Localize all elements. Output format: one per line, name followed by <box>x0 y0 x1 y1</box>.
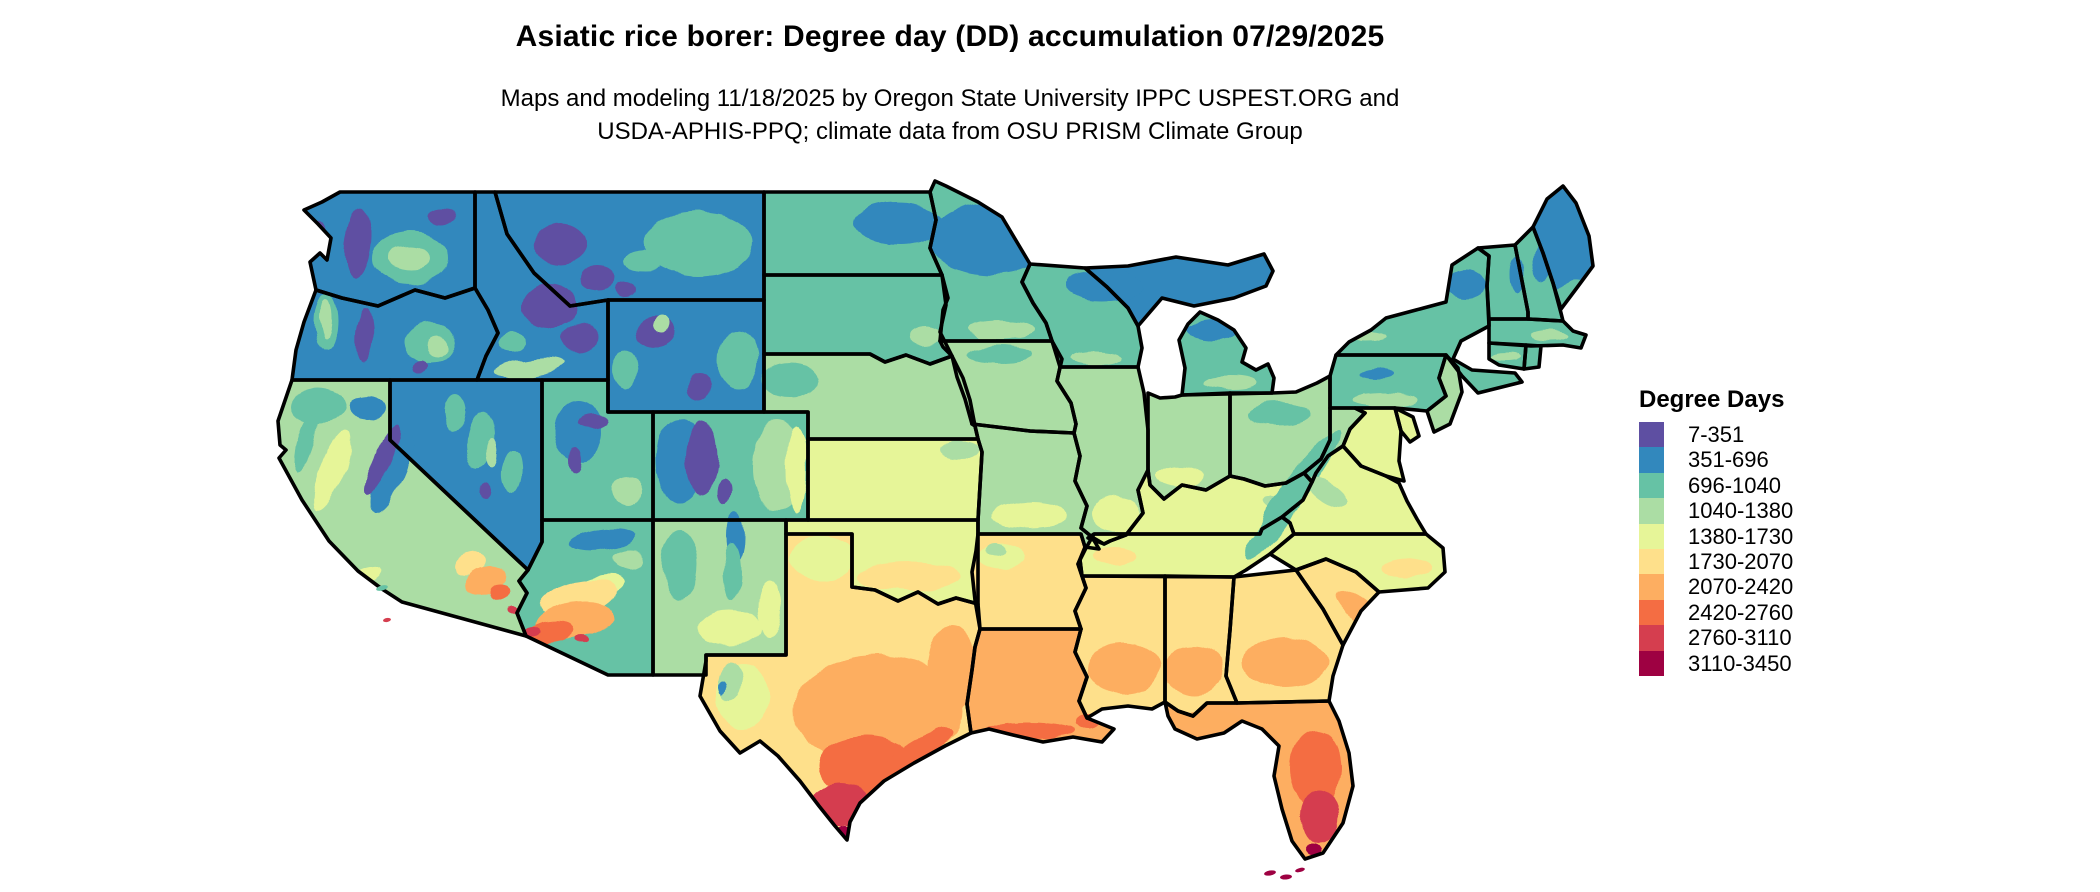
legend-label: 2420-2760 <box>1688 599 1794 625</box>
legend-label: 1040-1380 <box>1688 498 1794 524</box>
map-title: Asiatic rice borer: Degree day (DD) accu… <box>515 20 1385 53</box>
legend-title: Degree Days <box>1639 386 1785 413</box>
legend-item: 2070-2420 <box>1639 574 1794 600</box>
legend-item: 2760-3110 <box>1639 625 1793 651</box>
legend-item: 7-351 <box>1639 422 1793 448</box>
legend-swatch <box>1639 548 1664 575</box>
legend-swatch <box>1639 498 1664 524</box>
subtitle-line-1: Maps and modeling 11/18/2025 by Oregon S… <box>500 85 1400 112</box>
legend-swatch <box>1639 625 1664 651</box>
legend-label: 3110-3450 <box>1688 650 1792 676</box>
legend: Degree Days 7-351 351-696 696-1040 1040-… <box>1639 386 1793 676</box>
subtitle-line-2: USDA-APHIS-PPQ; climate data from OSU PR… <box>597 118 1303 145</box>
legend-label: 1380-1730 <box>1688 523 1794 549</box>
degree-day-raster-patches <box>290 202 1584 856</box>
legend-swatch <box>1639 472 1664 499</box>
legend-label: 1730-2070 <box>1688 548 1794 574</box>
legend-swatch <box>1639 574 1664 600</box>
legend-label: 7-351 <box>1688 422 1745 447</box>
map-subtitle: Maps and modeling 11/18/2025 by Oregon S… <box>375 82 1525 148</box>
state-alabama <box>1165 576 1237 716</box>
legend-swatch <box>1639 523 1664 549</box>
us-degree-day-map <box>276 179 1595 880</box>
legend-item: 1730-2070 <box>1639 548 1794 575</box>
legend-item: 351-696 <box>1639 447 1793 473</box>
state-south-dakota <box>764 275 952 364</box>
legend-swatch <box>1639 422 1664 448</box>
legend-label: 2760-3110 <box>1688 625 1792 651</box>
legend-item: 2420-2760 <box>1639 599 1794 626</box>
legend-swatch <box>1639 447 1664 473</box>
islands-and-keys <box>376 585 1305 880</box>
legend-label: 696-1040 <box>1688 472 1781 498</box>
legend-item: 3110-3450 <box>1639 650 1793 676</box>
legend-label: 351-696 <box>1688 447 1769 473</box>
legend-item: 696-1040 <box>1639 472 1793 499</box>
legend-label: 2070-2420 <box>1688 574 1794 600</box>
legend-item: 1040-1380 <box>1639 498 1794 524</box>
legend-swatch <box>1639 599 1664 626</box>
legend-item: 1380-1730 <box>1639 523 1794 549</box>
state-mississippi <box>1075 560 1165 718</box>
legend-swatch <box>1639 650 1664 676</box>
